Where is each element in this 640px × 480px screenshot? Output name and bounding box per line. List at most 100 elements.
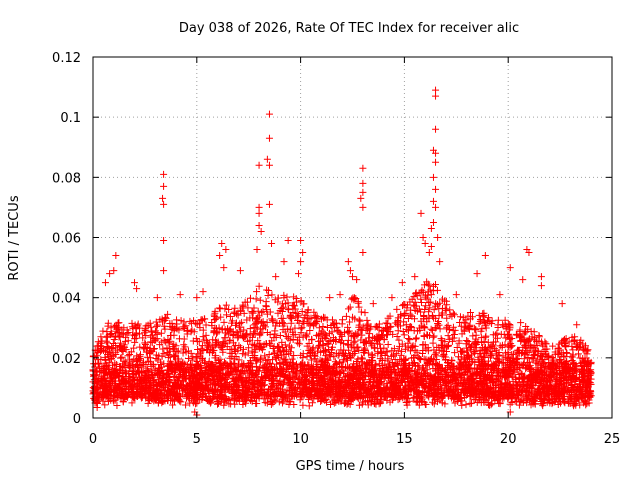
data-point bbox=[393, 332, 401, 340]
data-point bbox=[113, 402, 121, 410]
data-point bbox=[276, 381, 284, 389]
data-point bbox=[325, 350, 333, 358]
data-point bbox=[404, 339, 412, 347]
data-point bbox=[171, 352, 179, 360]
data-point bbox=[257, 354, 265, 362]
data-point bbox=[532, 346, 540, 354]
data-point bbox=[154, 321, 162, 329]
data-point bbox=[357, 308, 365, 316]
data-point bbox=[415, 354, 423, 362]
data-point bbox=[342, 312, 350, 320]
data-point bbox=[428, 326, 436, 334]
data-points bbox=[89, 86, 595, 419]
data-point bbox=[368, 397, 376, 405]
data-point bbox=[436, 325, 444, 333]
data-point bbox=[518, 349, 526, 357]
data-point bbox=[246, 325, 254, 333]
data-point bbox=[266, 339, 274, 347]
data-point bbox=[357, 354, 365, 362]
data-point bbox=[222, 301, 230, 309]
data-point bbox=[407, 344, 415, 352]
data-point bbox=[120, 357, 128, 365]
data-point bbox=[205, 340, 213, 348]
data-point bbox=[427, 325, 435, 333]
data-point bbox=[378, 350, 386, 358]
data-point bbox=[298, 324, 306, 332]
data-point bbox=[395, 336, 403, 344]
data-point bbox=[220, 318, 228, 326]
data-point bbox=[102, 359, 110, 367]
data-point bbox=[219, 348, 227, 356]
data-point bbox=[526, 358, 534, 366]
data-point bbox=[458, 330, 466, 338]
data-point bbox=[248, 307, 256, 315]
data-point bbox=[347, 341, 355, 349]
data-point bbox=[451, 326, 459, 334]
data-point bbox=[277, 314, 285, 322]
data-point bbox=[464, 338, 472, 346]
data-point bbox=[317, 329, 325, 337]
data-point bbox=[344, 336, 352, 344]
data-point bbox=[310, 322, 318, 330]
data-point bbox=[159, 345, 167, 353]
data-point bbox=[197, 345, 205, 353]
data-point bbox=[449, 323, 457, 331]
data-point bbox=[193, 320, 201, 328]
data-point bbox=[479, 310, 487, 318]
data-point bbox=[466, 308, 474, 316]
data-point bbox=[255, 282, 263, 290]
data-point bbox=[404, 315, 412, 323]
data-point bbox=[166, 337, 174, 345]
data-point bbox=[401, 356, 409, 364]
data-point bbox=[263, 286, 271, 294]
data-point bbox=[276, 332, 284, 340]
data-point bbox=[131, 338, 139, 346]
chart-title: Day 038 of 2026, Rate Of TEC Index for r… bbox=[179, 21, 519, 36]
data-point bbox=[436, 299, 444, 307]
data-point bbox=[435, 305, 443, 313]
data-point bbox=[448, 357, 456, 365]
data-point bbox=[211, 316, 219, 324]
data-point bbox=[225, 326, 233, 334]
data-point bbox=[417, 288, 425, 296]
data-point bbox=[270, 396, 278, 404]
data-point bbox=[293, 310, 301, 318]
data-point bbox=[263, 399, 271, 407]
data-point bbox=[426, 304, 434, 312]
data-point bbox=[278, 338, 286, 346]
data-point bbox=[240, 326, 248, 334]
data-point bbox=[199, 333, 207, 341]
data-point bbox=[175, 335, 183, 343]
data-point bbox=[239, 350, 247, 358]
data-point bbox=[295, 340, 303, 348]
data-point bbox=[395, 342, 403, 350]
data-point bbox=[482, 332, 490, 340]
data-point bbox=[359, 355, 367, 363]
data-point bbox=[382, 319, 390, 327]
data-point bbox=[386, 312, 394, 320]
data-point bbox=[424, 344, 432, 352]
data-point bbox=[426, 332, 434, 340]
data-point bbox=[387, 322, 395, 330]
data-point bbox=[485, 314, 492, 322]
data-point bbox=[263, 328, 271, 336]
data-point bbox=[361, 309, 369, 317]
data-point bbox=[390, 345, 398, 353]
data-point bbox=[400, 300, 408, 308]
data-point bbox=[247, 396, 255, 404]
data-point bbox=[166, 347, 174, 355]
data-point bbox=[345, 329, 353, 337]
data-point bbox=[364, 349, 372, 357]
data-point bbox=[522, 342, 530, 350]
data-point bbox=[443, 343, 451, 351]
data-point bbox=[265, 350, 273, 358]
data-point bbox=[269, 315, 277, 323]
data-point bbox=[225, 305, 233, 313]
data-point bbox=[101, 401, 109, 409]
data-point bbox=[426, 286, 434, 294]
data-point bbox=[406, 311, 414, 319]
data-point bbox=[496, 342, 504, 350]
data-point bbox=[498, 359, 506, 367]
data-point bbox=[419, 387, 427, 395]
data-point bbox=[248, 398, 256, 406]
